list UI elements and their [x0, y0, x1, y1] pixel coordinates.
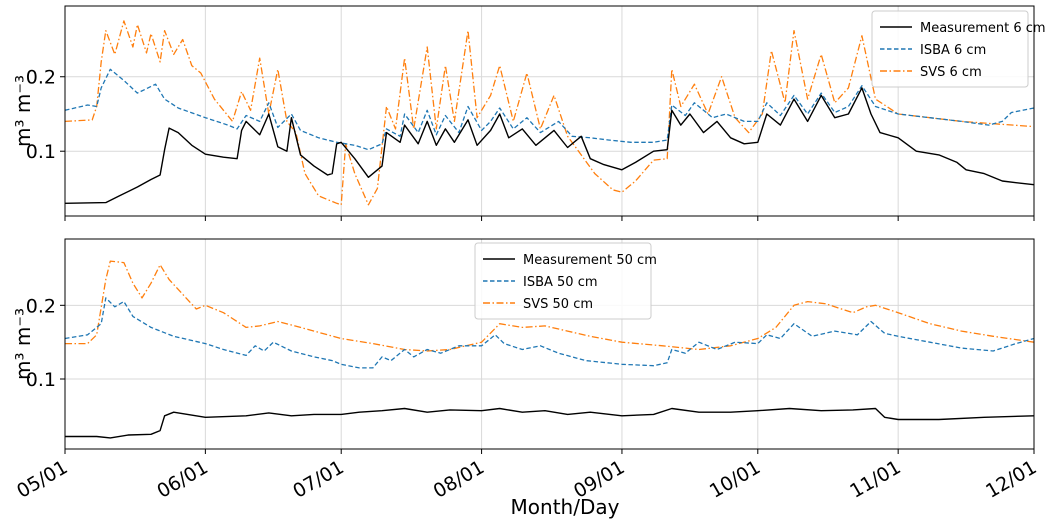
bottom-axes-frame — [64, 238, 1035, 450]
legend-box — [474, 242, 652, 320]
x-tick-label: 12/01 — [982, 456, 1040, 502]
series-line-svs-50-cm — [65, 260, 1035, 352]
bottom-legend: Measurement 50 cm ISBA 50 cm SVS 50 cm — [474, 242, 657, 320]
bottom-series — [64, 260, 1035, 439]
series-line-measurement-6-cm — [64, 87, 1035, 204]
x-tick-label: 06/01 — [153, 456, 211, 502]
top-series — [64, 20, 1035, 206]
top-legend: Measurement 6 cm ISBA 6 cm SVS 6 cm — [871, 10, 1046, 88]
legend-label: SVS 6 cm — [920, 65, 982, 80]
bottom-y-axis-label: m³ m⁻³ — [11, 308, 35, 380]
top-panel: 0.1 0.2 m³ m⁻³ Measurement 6 cm ISBA 6 cm S… — [11, 5, 1046, 221]
series-line-isba-6-cm — [64, 68, 1035, 151]
series-line-measurement-50-cm — [65, 407, 1035, 439]
bottom-x-ticks — [64, 449, 1035, 454]
series-line-svs-6-cm — [64, 20, 1035, 206]
legend-label: ISBA 6 cm — [920, 43, 986, 58]
x-tick-label: 11/01 — [846, 456, 904, 502]
series-line-isba-50-cm — [64, 297, 1035, 369]
x-tick-label: 05/01 — [13, 456, 71, 502]
legend-label: Measurement 6 cm — [920, 21, 1046, 36]
top-axes-frame — [64, 5, 1035, 217]
legend-label: ISBA 50 cm — [523, 275, 598, 290]
x-axis-label: Month/Day — [511, 495, 620, 519]
x-tick-label: 08/01 — [430, 456, 488, 502]
legend-label: SVS 50 cm — [523, 297, 593, 312]
y-tick-label: 0.2 — [26, 295, 56, 317]
bottom-y-ticks: 0.1 0.2 — [26, 295, 65, 391]
legend-box — [871, 10, 1029, 88]
y-tick-label: 0.1 — [26, 141, 56, 163]
top-y-ticks: 0.1 0.2 — [26, 67, 65, 163]
top-y-axis-label: m³ m⁻³ — [11, 75, 35, 147]
bottom-panel: 0.1 0.2 m³ m⁻³ Measurement 50 cm ISBA 50 c… — [11, 238, 1035, 454]
x-tick-label: 10/01 — [706, 456, 764, 502]
y-tick-label: 0.1 — [26, 369, 56, 391]
x-tick-label: 07/01 — [289, 456, 347, 502]
top-x-ticks — [64, 216, 1035, 221]
legend-label: Measurement 50 cm — [523, 253, 657, 268]
y-tick-label: 0.2 — [26, 67, 56, 89]
